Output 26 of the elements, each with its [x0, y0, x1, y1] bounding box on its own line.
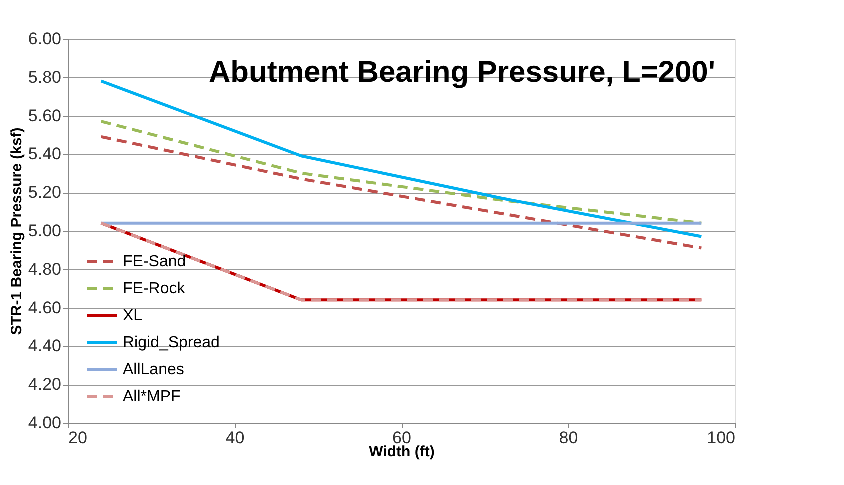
y-tick-label: 4.40 — [28, 336, 62, 356]
y-tick-label: 5.00 — [28, 222, 62, 240]
legend-label: AllLanes — [123, 362, 184, 378]
y-tick-label: 4.80 — [28, 260, 62, 279]
y-tick-label: 5.40 — [28, 144, 62, 164]
x-axis-title: Width (ft) — [369, 444, 435, 460]
x-tick-label: 80 — [559, 428, 578, 448]
line-series — [100, 135, 704, 250]
legend-label: Rigid_Spread — [123, 334, 220, 352]
y-tick-label: 5.60 — [28, 106, 62, 126]
line-series — [100, 120, 704, 225]
legend-label: FE-Rock — [123, 280, 186, 298]
y-tick-label: 5.80 — [28, 68, 62, 87]
x-tick-label: 100 — [707, 428, 736, 448]
y-tick-label: 6.00 — [28, 30, 62, 48]
legend-label: FE-Sand — [123, 254, 186, 270]
y-tick-label: 5.20 — [28, 183, 62, 202]
y-tick-label: 4.60 — [28, 298, 62, 318]
legend-label: All*MPF — [123, 388, 182, 406]
x-tick-label: 20 — [68, 428, 88, 448]
x-tick-label: 40 — [226, 428, 245, 448]
legend-label: XL — [123, 308, 143, 324]
text: Abutment Bearing Pressure, L=200' — [209, 56, 716, 89]
y-axis-title: STR-1 Bearing Pressure (ksf) — [8, 128, 26, 336]
y-tick-label: 4.20 — [28, 375, 62, 394]
y-tick-label: 4.00 — [28, 414, 62, 432]
